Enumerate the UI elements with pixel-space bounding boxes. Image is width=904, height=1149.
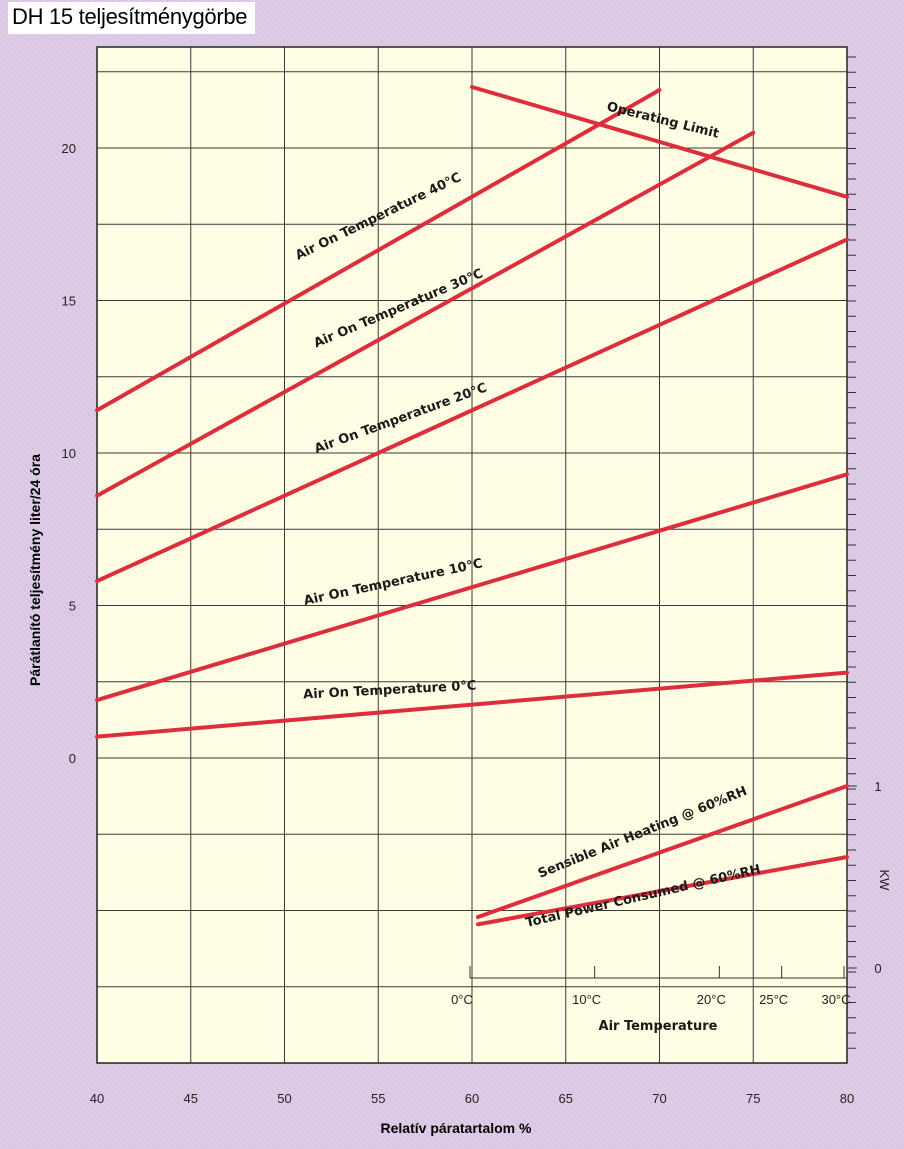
secondary-y-axis-title: KW: [877, 870, 892, 892]
secondary-x-axis-title: Air Temperature: [599, 1019, 718, 1034]
ticks: 40 45 50 55 60 65 70 75 80 0 5 10 15 20: [62, 56, 856, 1106]
secondary-x-tick-label: 10°C: [572, 992, 601, 1007]
x-tick-label: 70: [652, 1091, 666, 1106]
series-line: [95, 237, 849, 584]
secondary-series-line: [476, 784, 849, 920]
x-tick-label: 60: [465, 1091, 479, 1106]
y-axis-title: Párátlanító teljesítmény liter/24 óra: [27, 454, 43, 686]
x-tick-label: 55: [371, 1091, 385, 1106]
series-line: [95, 472, 849, 703]
x-tick-label: 80: [840, 1091, 854, 1106]
secondary-y-tick-label: 1: [874, 779, 881, 794]
y-tick-label: 15: [62, 294, 76, 309]
series-line: [95, 670, 849, 739]
y-tick-label: 10: [62, 446, 76, 461]
secondary-x-tick-label: 30°C: [821, 992, 850, 1007]
page-title: DH 15 teljesítménygörbe: [8, 2, 256, 34]
x-tick-label: 65: [559, 1091, 573, 1106]
x-axis-title: Relatív páratartalom %: [381, 1120, 532, 1136]
y-tick-label: 20: [62, 141, 76, 156]
secondary-y-tick-label: 0: [874, 961, 881, 976]
x-tick-label: 45: [184, 1091, 198, 1106]
secondary-x-tick-label: 0°C: [451, 992, 473, 1007]
series-line: [95, 130, 756, 498]
secondary-x-tick-label: 20°C: [697, 992, 726, 1007]
x-tick-label: 75: [746, 1091, 760, 1106]
secondary-series-line: [476, 854, 849, 927]
grid: [96, 46, 848, 1064]
series-lines: [95, 85, 849, 927]
series-line: [470, 85, 849, 199]
series-line: [95, 88, 662, 413]
secondary-x-tick-label: 25°C: [759, 992, 788, 1007]
secondary-axis-frame: 0°C 10°C 20°C 25°C 30°C 0 1: [451, 740, 882, 1007]
x-tick-label: 50: [277, 1091, 291, 1106]
x-tick-label: 40: [90, 1091, 104, 1106]
y-tick-label: 0: [69, 751, 76, 766]
y-tick-label: 5: [69, 599, 76, 614]
plot-frame: [96, 46, 848, 1064]
